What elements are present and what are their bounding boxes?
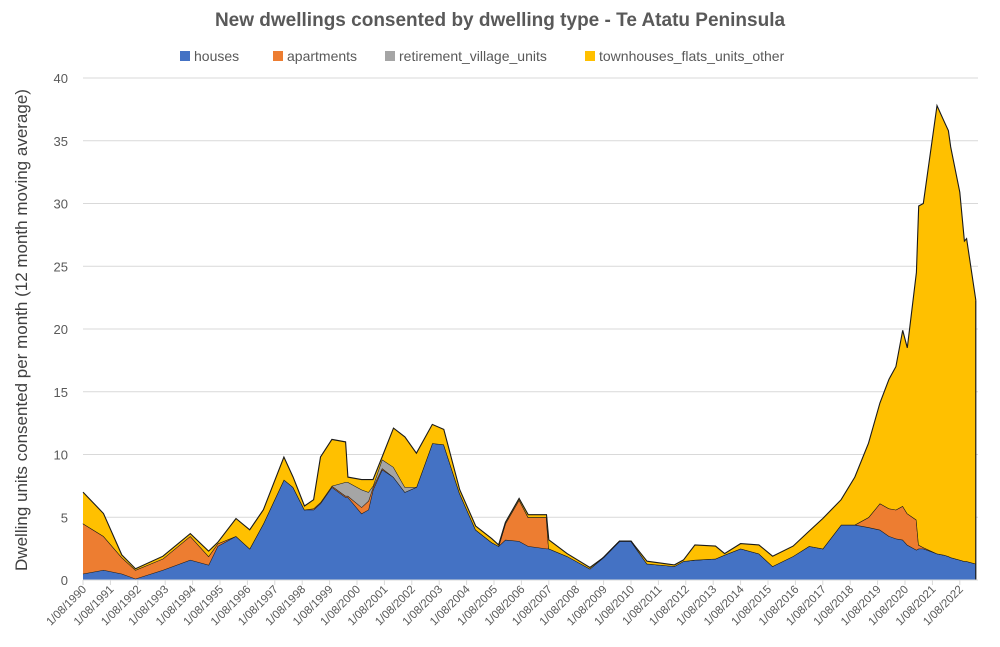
y-axis-ticks: 0 5 10 15 20 25 30 35 40	[54, 71, 68, 588]
area-houses	[83, 443, 976, 580]
plot-areas	[82, 103, 977, 580]
area-townhouses-flats-units-other	[83, 105, 976, 570]
legend-label: townhouses_flats_units_other	[599, 48, 785, 64]
gridlines	[83, 77, 978, 518]
legend-swatch	[273, 51, 283, 61]
y-tick-label: 0	[61, 573, 68, 588]
y-tick-label: 35	[54, 134, 68, 149]
chart-title: New dwellings consented by dwelling type…	[215, 10, 786, 31]
legend-label: houses	[194, 48, 239, 64]
y-tick-label: 5	[61, 510, 68, 525]
legend-swatch	[585, 51, 595, 61]
area-outline-townhouses-flats-units-other	[82, 103, 977, 570]
area-apartments	[83, 443, 976, 579]
y-tick-label: 10	[54, 448, 68, 463]
legend: houses apartments retirement_village_units…	[180, 48, 785, 64]
legend-swatch	[385, 51, 395, 61]
y-tick-label: 20	[54, 322, 68, 337]
x-axis-ticks: 1/08/19901/08/19911/08/19921/08/19931/08…	[44, 580, 966, 628]
legend-label: retirement_village_units	[399, 48, 547, 64]
y-axis-label: Dwelling units consented per month (12 m…	[12, 89, 31, 571]
y-tick-label: 15	[54, 385, 68, 400]
legend-label: apartments	[287, 48, 357, 64]
y-tick-label: 40	[54, 71, 68, 86]
y-tick-label: 25	[54, 259, 68, 274]
y-tick-label: 30	[54, 197, 68, 212]
legend-swatch	[180, 51, 190, 61]
